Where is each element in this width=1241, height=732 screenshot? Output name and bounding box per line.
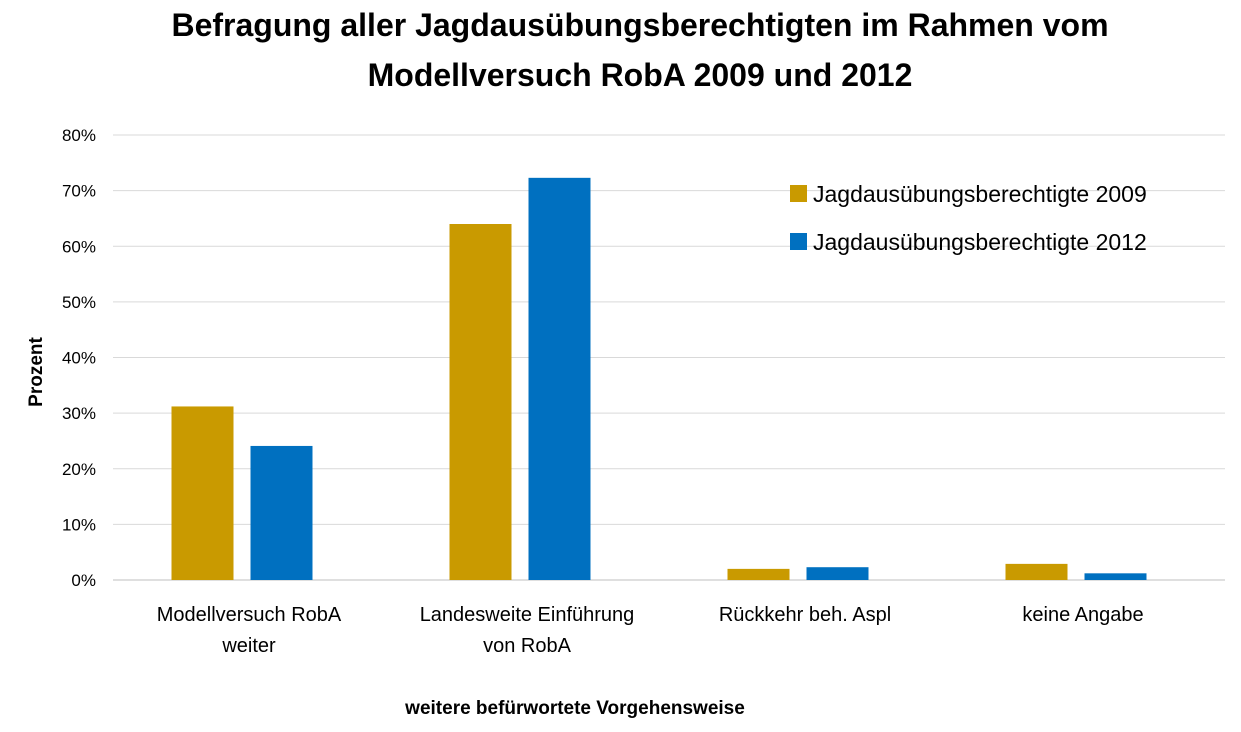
- y-tick-label: 40%: [62, 349, 96, 368]
- y-tick-label: 50%: [62, 293, 96, 312]
- x-axis-title: weitere befürwortete Vorgehensweise: [404, 698, 745, 719]
- bar-1-3: [727, 568, 790, 580]
- y-tick-label: 30%: [62, 404, 96, 423]
- bar-2-1: [250, 445, 313, 580]
- bar-1-2: [449, 224, 512, 580]
- legend: Jagdausübungsberechtigte 2009 Jagdausübun…: [790, 181, 1147, 255]
- gridlines: [113, 134, 1225, 581]
- bar-1-4: [1005, 563, 1068, 580]
- x-category-label: keine Angabe: [1022, 604, 1143, 626]
- chart-title: Befragung aller Jagdausübungsberechtigte…: [171, 7, 1109, 93]
- y-tick-label: 0%: [71, 571, 96, 590]
- x-category-label: Modellversuch RobA weiter: [157, 604, 342, 657]
- x-category-label: Landesweite Einführung von RobA: [420, 604, 635, 657]
- bar-1-1: [171, 406, 234, 580]
- y-tick-label: 80%: [62, 126, 96, 145]
- y-axis-ticks: 0% 10% 20% 30% 40% 50% 60% 70% 80%: [62, 126, 96, 590]
- legend-label: Jagdausübungsberechtigte 2009: [813, 181, 1147, 207]
- legend-swatch: [790, 233, 807, 250]
- y-tick-label: 10%: [62, 515, 96, 534]
- legend-swatch: [790, 185, 807, 202]
- bar-2-3: [806, 567, 869, 580]
- bar-2-4: [1084, 573, 1147, 580]
- bars: [171, 177, 1147, 581]
- y-axis-title: Prozent: [26, 336, 47, 406]
- y-tick-label: 20%: [62, 460, 96, 479]
- legend-label: Jagdausübungsberechtigte 2012: [813, 229, 1147, 255]
- bar-2-2: [528, 177, 591, 581]
- y-tick-label: 70%: [62, 182, 96, 201]
- x-category-label: Rückkehr beh. Aspl: [719, 604, 891, 626]
- x-axis-categories: Modellversuch RobA weiter Landesweite Einf…: [157, 604, 1144, 657]
- y-tick-label: 60%: [62, 237, 96, 256]
